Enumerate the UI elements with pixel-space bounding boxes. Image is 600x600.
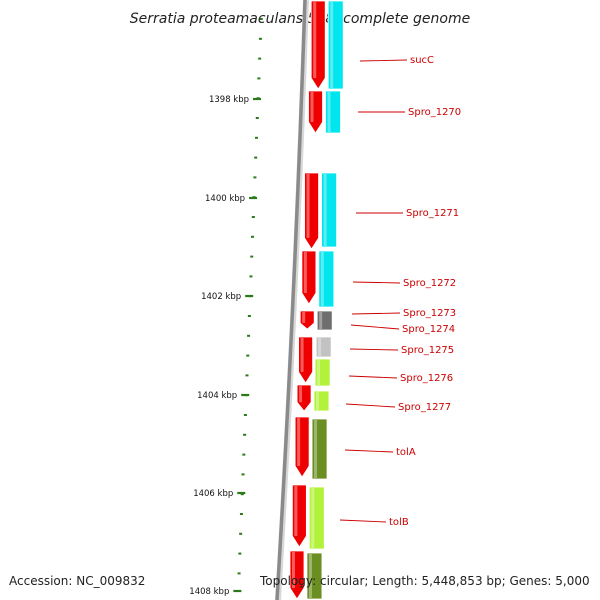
label-leader [350,324,400,330]
cds-track [289,0,326,600]
feature-block [321,172,338,248]
cds-highlight [306,174,310,238]
gene-label: Spro_1270 [408,107,461,118]
feature-block [315,336,332,358]
feature-highlight [314,420,318,478]
feature-block [308,486,325,550]
label-leader [348,375,398,379]
label-leader [351,312,401,315]
cds-highlight [310,92,314,122]
feature-block [318,250,335,308]
feature-block [306,552,323,600]
gene-labels: sucC Spro_1270 Spro_1271 Spro_1272 Spro_1273… [339,55,461,528]
feature-highlight [308,554,312,598]
feature-block [316,310,333,331]
feature-highlight [317,360,321,385]
cds-highlight [297,418,301,466]
kbp-label: 1406 kbp [193,489,233,499]
feature-block [311,418,328,480]
cds-highlight [294,486,298,536]
map-title: Serratia proteamaculans 568, complete ge… [130,11,470,27]
feature-highlight [330,2,334,88]
kbp-label: 1404 kbp [197,391,237,401]
label-leader [359,59,408,62]
topology-text: Topology: circular; Length: 5,448,853 bp… [260,574,590,588]
kbp-label: 1400 kbp [205,194,245,204]
accession-text: Accession: NC_009832 [9,574,146,588]
cds-highlight [313,2,317,78]
cds-highlight [302,312,306,323]
kbp-label: 1398 kbp [209,95,249,105]
feature-highlight [323,174,327,246]
feature-highlight [320,252,324,306]
tick-marks: 1398 kbp 1400 kbp 1402 kbp 1404 kbp 1406 kbp… [189,18,263,597]
feature-highlight [327,92,331,132]
kbp-label: 1408 kbp [189,587,229,597]
label-leader [339,519,387,523]
feature-track [306,0,344,600]
cds-highlight [303,252,307,293]
feature-highlight [315,392,319,410]
feature-highlight [311,488,315,548]
gene-label: tolA [396,447,416,458]
gene-label: Spro_1277 [398,402,451,413]
gene-label: Spro_1272 [403,278,456,289]
cds-highlight [300,338,304,372]
feature-block [325,90,341,134]
label-leader [345,403,396,408]
feature-block [313,390,330,412]
gene-label: Spro_1274 [402,324,455,335]
gene-label: Spro_1273 [403,308,456,319]
feature-block [314,358,331,387]
label-leader [349,348,399,351]
genome-backbone [275,0,309,600]
label-leader [352,281,401,284]
gene-label: Spro_1276 [400,373,453,384]
label-leader [344,449,394,453]
feature-block [327,0,344,90]
gene-label: tolB [389,517,409,528]
kbp-label: 1402 kbp [201,292,241,302]
cds-highlight [292,552,295,588]
feature-highlight [319,312,323,329]
gene-label: Spro_1271 [406,208,459,219]
gene-label: sucC [410,55,434,66]
backbone-line [275,0,307,600]
feature-highlight [318,338,322,356]
cds-highlight [299,386,303,403]
gene-label: Spro_1275 [401,345,454,356]
